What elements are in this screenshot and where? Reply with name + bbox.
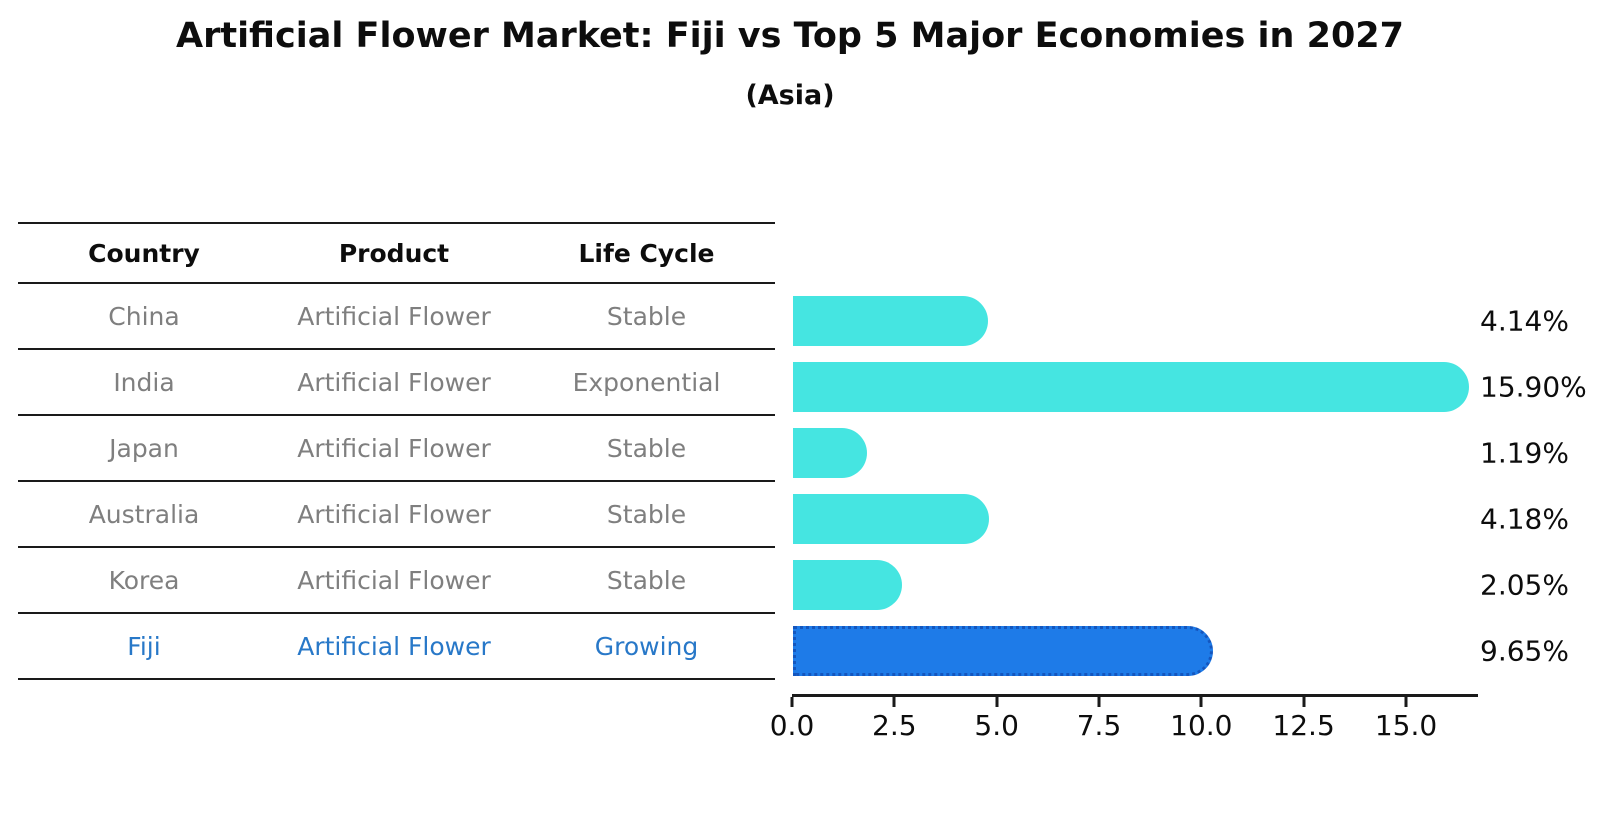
chart-row-fiji: 9.65% — [793, 614, 1604, 680]
product-cell: Artificial Flower — [297, 631, 491, 661]
table-row: Korea Artificial Flower Stable — [18, 548, 775, 614]
x-tick-label: 7.5 — [1076, 709, 1122, 742]
country-cell: China — [108, 301, 180, 331]
bar-fiji — [793, 626, 1213, 676]
bar-india — [793, 362, 1469, 412]
life-cycle-cell: Exponential — [572, 367, 721, 397]
life-cycle-cell: Stable — [606, 565, 687, 595]
value-label-korea: 2.05% — [1480, 568, 1569, 602]
comparison-table: Country Product Life Cycle China Artific… — [18, 222, 775, 680]
x-tick — [1404, 697, 1408, 707]
bar-japan — [793, 428, 867, 478]
life-cycle-cell: Stable — [606, 499, 687, 529]
chart-row-china: 4.14% — [793, 284, 1604, 350]
product-cell: Artificial Flower — [297, 433, 491, 463]
product-cell: Artificial Flower — [297, 367, 491, 397]
product-cell: Artificial Flower — [297, 499, 491, 529]
value-label-fiji: 9.65% — [1480, 634, 1569, 668]
table-row: China Artificial Flower Stable — [18, 284, 775, 350]
life-cycle-cell: Growing — [594, 631, 699, 661]
chart-row-australia: 4.18% — [793, 482, 1604, 548]
table-header-country: Country — [88, 238, 200, 268]
x-axis: 0.0 2.5 5.0 7.5 10.0 12.5 15.0 — [770, 694, 1478, 742]
x-tick — [995, 697, 999, 707]
bar-korea — [793, 560, 902, 610]
chart-row-india: 15.90% — [793, 350, 1604, 416]
country-cell: India — [113, 367, 175, 397]
x-tick — [892, 697, 896, 707]
bar-chart: 4.14% 15.90% 1.19% 4.18% 2.05% 9.65% — [793, 284, 1604, 680]
table-row-fiji: Fiji Artificial Flower Growing — [18, 614, 775, 680]
product-cell: Artificial Flower — [297, 301, 491, 331]
bar-china — [793, 296, 988, 346]
x-tick-label: 2.5 — [872, 709, 917, 742]
x-tick-label: 0.0 — [769, 709, 815, 742]
value-label-australia: 4.18% — [1480, 502, 1569, 536]
table-row: Australia Artificial Flower Stable — [18, 482, 775, 548]
x-tick — [1097, 697, 1101, 707]
chart-row-japan: 1.19% — [793, 416, 1604, 482]
life-cycle-cell: Stable — [606, 433, 687, 463]
bar-australia — [793, 494, 990, 544]
table-header-row: Country Product Life Cycle — [18, 222, 775, 284]
country-cell: Korea — [108, 565, 180, 595]
x-tick-label: 15.0 — [1374, 709, 1438, 742]
value-label-japan: 1.19% — [1480, 436, 1569, 470]
x-tick — [790, 697, 794, 707]
life-cycle-cell: Stable — [606, 301, 687, 331]
table-header-product: Product — [338, 238, 450, 268]
page-title: Artificial Flower Market: Fiji vs Top 5 … — [175, 16, 1405, 56]
x-tick-label: 10.0 — [1170, 709, 1233, 742]
page-subtitle: (Asia) — [745, 80, 835, 111]
x-tick — [1302, 697, 1306, 707]
x-tick-label: 5.0 — [974, 709, 1019, 742]
table-header-life-cycle: Life Cycle — [578, 238, 715, 268]
chart-row-korea: 2.05% — [793, 548, 1604, 614]
x-tick — [1199, 697, 1203, 707]
country-cell: Japan — [109, 433, 179, 463]
country-cell: Fiji — [127, 631, 161, 661]
country-cell: Australia — [88, 499, 200, 529]
value-label-china: 4.14% — [1480, 304, 1569, 338]
table-row: India Artificial Flower Exponential — [18, 350, 775, 416]
table-row: Japan Artificial Flower Stable — [18, 416, 775, 482]
product-cell: Artificial Flower — [297, 565, 491, 595]
x-tick-label: 12.5 — [1272, 709, 1335, 742]
value-label-india: 15.90% — [1480, 370, 1587, 404]
